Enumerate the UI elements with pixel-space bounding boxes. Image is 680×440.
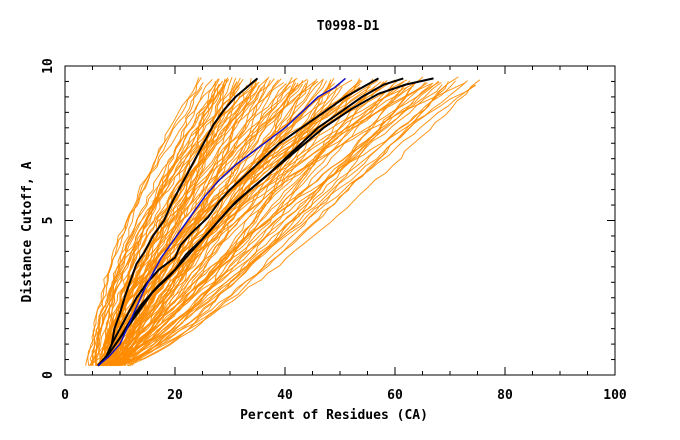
model-curve — [95, 82, 258, 366]
model-curve — [112, 81, 442, 367]
model-curve — [115, 79, 481, 367]
model-curve — [103, 80, 319, 366]
model-curve — [109, 84, 448, 367]
model-curve — [87, 77, 202, 366]
model-curve — [123, 86, 371, 366]
y-tick-labels: 0 5 10 — [41, 58, 56, 379]
model-curve — [116, 84, 356, 367]
y-tick-label: 10 — [41, 58, 56, 74]
model-curve — [111, 87, 382, 366]
blue-series-line — [97, 77, 346, 367]
model-curve — [125, 82, 428, 366]
y-axis-label: Distance Cutoff, A — [20, 161, 35, 302]
model-curve — [110, 78, 324, 366]
model-curve — [92, 85, 257, 366]
model-curve — [91, 85, 257, 366]
x-tick-label: 40 — [277, 388, 293, 403]
x-tick-label: 80 — [497, 388, 513, 403]
model-curve — [101, 78, 275, 366]
model-curve — [128, 82, 466, 366]
model-curve — [105, 81, 405, 366]
x-tick-label: 100 — [603, 388, 627, 403]
black-series-line-2 — [97, 77, 379, 367]
model-curve — [131, 80, 468, 367]
chart-title: T0998-D1 — [317, 19, 380, 34]
model-curve — [119, 76, 459, 367]
model-curve — [129, 84, 477, 366]
model-curve — [102, 84, 405, 367]
y-tick-label: 5 — [41, 217, 56, 225]
x-tick-labels: 0 20 40 60 80 100 — [61, 388, 627, 403]
model-curve — [97, 86, 241, 366]
y-tick-label: 0 — [41, 371, 56, 379]
model-curve — [104, 84, 443, 367]
model-curve — [94, 78, 219, 366]
x-tick-label: 0 — [61, 388, 69, 403]
x-tick-label: 20 — [167, 388, 183, 403]
highlight-curves — [97, 77, 434, 367]
model-curve — [121, 82, 434, 366]
model-curves — [85, 76, 481, 367]
model-curve — [119, 86, 360, 366]
model-curve — [101, 80, 420, 366]
axis-ticks — [64, 65, 616, 376]
model-curve — [108, 84, 476, 367]
model-curve — [112, 85, 414, 366]
black-series-line-1 — [97, 77, 259, 367]
model-curve — [98, 86, 401, 366]
model-curve — [116, 76, 424, 367]
model-curve — [113, 79, 271, 366]
model-curve — [126, 80, 456, 366]
x-axis-label: Percent of Residues (CA) — [240, 408, 428, 423]
model-curve — [89, 87, 203, 366]
x-tick-label: 60 — [387, 388, 403, 403]
model-curve — [101, 84, 432, 367]
